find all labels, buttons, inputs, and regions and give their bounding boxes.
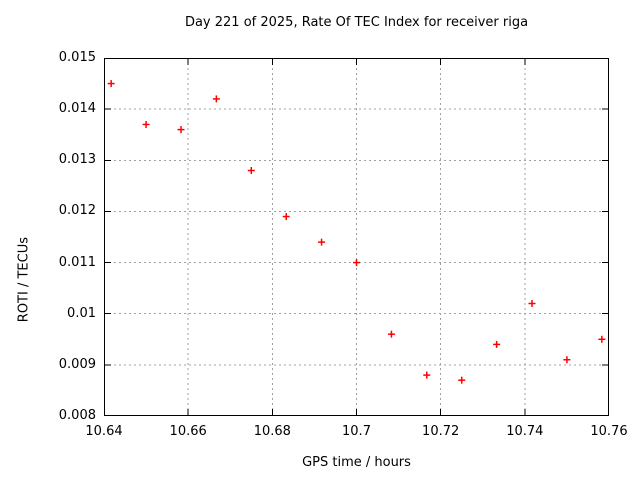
x-tick-label: 10.66 — [169, 424, 207, 439]
y-tick-label: 0.008 — [58, 408, 96, 423]
data-point-marker — [423, 371, 431, 379]
chart-title: Day 221 of 2025, Rate Of TEC Index for r… — [184, 15, 529, 30]
data-point-marker — [458, 376, 466, 384]
data-point-marker — [598, 335, 606, 343]
x-tick-label: 10.7 — [342, 424, 371, 439]
data-point-marker — [493, 340, 501, 348]
y-tick-label: 0.011 — [58, 254, 96, 270]
data-point-marker — [282, 213, 290, 221]
plot-border — [104, 58, 609, 416]
data-point-marker — [142, 120, 150, 128]
x-tick-label: 10.72 — [422, 424, 460, 439]
data-point-marker — [177, 126, 185, 134]
data-point-marker — [107, 80, 115, 88]
x-axis-label: GPS time / hours — [302, 455, 411, 470]
y-tick-label: 0.01 — [67, 305, 96, 321]
x-tick-label: 10.64 — [85, 424, 123, 439]
y-tick-label: 0.009 — [58, 356, 96, 372]
data-point-marker — [318, 238, 326, 246]
y-tick-label: 0.015 — [58, 50, 96, 65]
y-tick-label: 0.014 — [58, 101, 96, 117]
y-tick-label: 0.012 — [58, 203, 96, 219]
data-point-marker — [247, 167, 255, 175]
y-tick-label: 0.013 — [58, 152, 96, 168]
plot-area — [104, 58, 609, 416]
x-tick-label: 10.68 — [253, 424, 291, 439]
data-point-marker — [353, 259, 360, 267]
data-point-marker — [387, 330, 395, 338]
data-point-marker — [212, 95, 220, 103]
x-tick-label: 10.74 — [506, 424, 544, 439]
x-tick-label: 10.76 — [590, 424, 628, 439]
data-point-marker — [528, 299, 536, 307]
data-point-marker — [563, 356, 571, 364]
